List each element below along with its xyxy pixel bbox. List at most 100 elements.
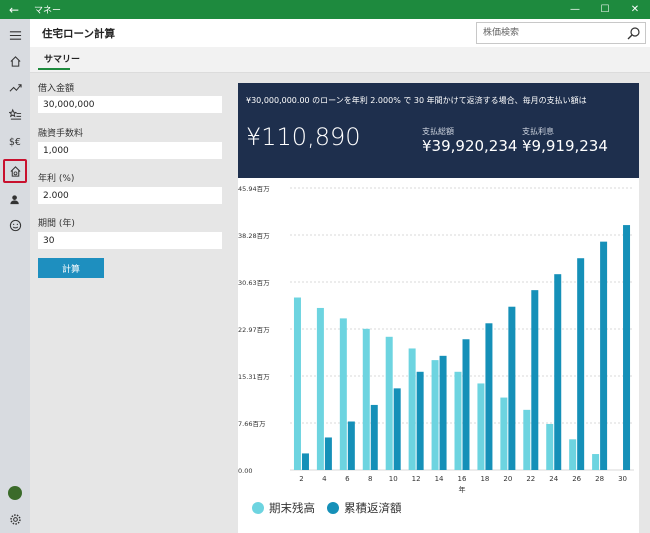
bar-cumulative [554, 274, 562, 470]
total-interest-value: ¥9,919,234 [522, 137, 608, 155]
active-tab-indicator [38, 68, 70, 70]
title-bar: ← マネー — ☐ ✕ [0, 0, 650, 19]
bar-balance [523, 409, 531, 470]
close-icon[interactable]: ✕ [630, 4, 640, 15]
x-tick-label: 12 [412, 475, 421, 483]
bar-balance [500, 397, 508, 470]
stock-search-box [476, 22, 646, 44]
legend-item-cumulative: 累積返済額 [327, 500, 402, 516]
loan-amount-label: 借入金額 [38, 84, 75, 94]
bar-cumulative [600, 241, 608, 470]
x-tick-label: 6 [345, 475, 350, 483]
x-tick-label: 10 [389, 475, 398, 483]
legend-balance-swatch [252, 502, 264, 514]
loan-amount-input[interactable] [38, 96, 222, 113]
bar-balance [592, 454, 600, 470]
trend-icon[interactable] [3, 75, 27, 99]
x-tick-label: 28 [595, 475, 604, 483]
bar-cumulative [301, 453, 309, 470]
rate-label: 年利 (%) [38, 174, 75, 184]
calculate-button[interactable]: 計算 [38, 258, 104, 278]
total-payment-value: ¥39,920,234 [422, 137, 518, 155]
x-tick-label: 22 [526, 475, 535, 483]
x-tick-label: 8 [368, 475, 372, 483]
term-label: 期間 (年) [38, 219, 75, 229]
x-tick-label: 4 [322, 475, 327, 483]
bar-cumulative [370, 404, 378, 470]
legend-cumulative-label: 累積返済額 [344, 501, 402, 515]
bar-balance [293, 297, 301, 470]
bar-cumulative [416, 371, 424, 470]
x-tick-label: 26 [572, 475, 581, 483]
bar-balance [339, 318, 347, 470]
news-person-icon[interactable] [3, 187, 27, 211]
bar-cumulative [508, 306, 516, 470]
bar-cumulative [393, 388, 401, 470]
minimize-icon[interactable]: — [570, 4, 580, 15]
x-tick-label: 16 [458, 475, 467, 483]
y-tick-label: 30.63百万 [238, 279, 270, 287]
page-title: 住宅ローン計算 [42, 28, 115, 40]
fee-input[interactable] [38, 142, 222, 159]
bar-cumulative [324, 437, 332, 470]
nav-rail: $€ [0, 19, 30, 533]
tab-summary[interactable]: サマリー [44, 55, 81, 65]
bar-balance [362, 328, 370, 470]
legend-cumulative-swatch [327, 502, 339, 514]
total-payment-label: 支払総額 [422, 127, 454, 136]
y-tick-label: 0.00 [238, 467, 252, 475]
bar-cumulative [439, 355, 447, 470]
settings-gear-icon[interactable] [3, 507, 27, 531]
x-tick-label: 24 [549, 475, 558, 483]
y-tick-label: 7.66百万 [238, 420, 266, 428]
bar-cumulative [577, 258, 585, 470]
bar-balance [385, 336, 393, 470]
bar-cumulative [485, 323, 493, 470]
y-tick-label: 15.31百万 [238, 373, 270, 381]
rate-input[interactable] [38, 187, 222, 204]
smiley-feedback-icon[interactable] [3, 213, 27, 237]
total-interest-label: 支払利息 [522, 127, 554, 136]
stock-search-input[interactable] [477, 23, 617, 43]
loan-chart-svg: 0.00 7.66百万 15.31百万 22.97百万 30.63百万 38.28百万 45… [238, 185, 634, 494]
bar-balance [316, 307, 324, 470]
search-icon[interactable] [627, 26, 641, 40]
back-arrow-icon[interactable]: ← [8, 2, 20, 17]
bar-balance [546, 423, 554, 470]
svg-text:$€: $€ [9, 137, 21, 148]
app-title: マネー [34, 6, 62, 16]
x-tick-label: 20 [503, 475, 512, 483]
y-tick-label: 45.94百万 [238, 185, 270, 193]
term-input[interactable] [38, 232, 222, 249]
y-tick-label: 22.97百万 [238, 326, 270, 334]
x-tick-label: 18 [480, 475, 489, 483]
bar-balance [431, 360, 439, 470]
bar-balance [408, 348, 416, 470]
user-avatar[interactable] [8, 486, 22, 500]
bar-cumulative [347, 421, 355, 470]
watchlist-star-icon[interactable] [3, 102, 27, 126]
hamburger-menu-icon[interactable] [3, 23, 27, 47]
home-icon[interactable] [3, 49, 27, 73]
fee-label: 融資手数料 [38, 129, 84, 139]
bar-cumulative [531, 290, 539, 470]
bar-balance [477, 383, 485, 470]
tab-bar: サマリー [30, 47, 650, 73]
chart-legend: 期末残高 累積返済額 [252, 500, 414, 516]
legend-balance-label: 期末残高 [269, 501, 315, 515]
currency-icon[interactable]: $€ [3, 129, 27, 153]
result-summary-text: ¥30,000,000.00 のローンを年利 2.000% で 30 年間かけて… [246, 96, 587, 105]
x-tick-label: 2 [299, 475, 303, 483]
result-panel: ¥30,000,000.00 のローンを年利 2.000% で 30 年間かけて… [238, 83, 639, 178]
maximize-icon[interactable]: ☐ [600, 4, 610, 15]
page-header: 住宅ローン計算 [30, 19, 650, 47]
x-axis-label: 年 [459, 485, 466, 494]
bar-cumulative [623, 225, 631, 470]
x-tick-label: 30 [618, 475, 627, 483]
window-controls: — ☐ ✕ [560, 0, 650, 19]
bar-balance [569, 439, 577, 470]
y-tick-label: 38.28百万 [238, 232, 270, 240]
bar-cumulative [462, 339, 470, 470]
bar-balance [454, 371, 462, 470]
mortgage-calculator-icon[interactable] [3, 159, 27, 183]
